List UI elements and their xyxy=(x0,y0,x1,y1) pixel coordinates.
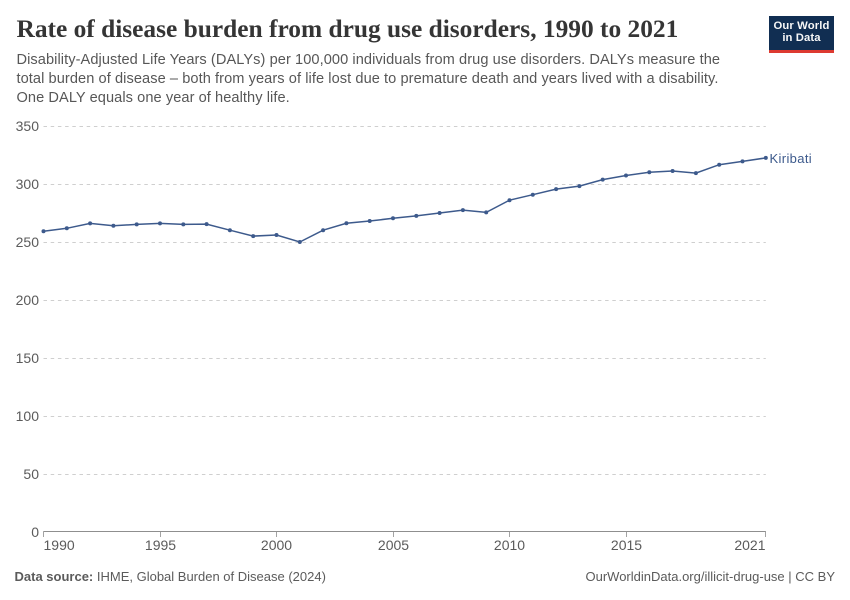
svg-text:150: 150 xyxy=(16,350,40,366)
svg-text:1995: 1995 xyxy=(145,537,176,553)
svg-text:0: 0 xyxy=(31,524,39,540)
svg-text:2000: 2000 xyxy=(261,537,292,553)
svg-text:2015: 2015 xyxy=(611,537,642,553)
svg-text:250: 250 xyxy=(16,234,40,250)
svg-text:2021: 2021 xyxy=(734,537,765,553)
svg-text:Kiribati: Kiribati xyxy=(770,151,813,166)
svg-text:2005: 2005 xyxy=(378,537,409,553)
svg-text:300: 300 xyxy=(16,176,40,192)
svg-text:50: 50 xyxy=(23,466,39,482)
svg-text:200: 200 xyxy=(16,292,40,308)
svg-text:1990: 1990 xyxy=(44,537,75,553)
svg-text:100: 100 xyxy=(16,408,40,424)
svg-text:350: 350 xyxy=(16,118,40,134)
svg-text:2010: 2010 xyxy=(494,537,525,553)
